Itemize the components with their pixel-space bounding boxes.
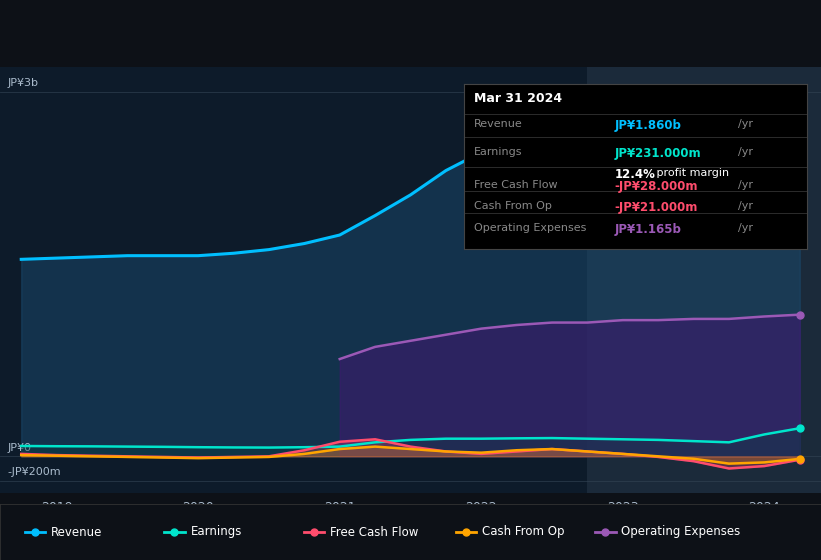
Text: Revenue: Revenue [475,119,523,129]
Text: /yr: /yr [738,119,754,129]
Text: -JP¥200m: -JP¥200m [7,467,61,477]
Text: /yr: /yr [738,201,754,211]
Text: /yr: /yr [738,180,754,190]
Text: JP¥231.000m: JP¥231.000m [615,147,701,160]
Text: Operating Expenses: Operating Expenses [475,223,586,233]
Text: profit margin: profit margin [653,168,729,178]
Text: JP¥1.165b: JP¥1.165b [615,223,681,236]
Bar [588,67,821,493]
Text: Free Cash Flow: Free Cash Flow [330,525,419,539]
Text: Earnings: Earnings [190,525,242,539]
Text: Mar 31 2024: Mar 31 2024 [475,92,562,105]
Text: Earnings: Earnings [475,147,523,157]
Text: JP¥1.860b: JP¥1.860b [615,119,681,132]
Text: /yr: /yr [738,147,754,157]
Text: JP¥3b: JP¥3b [7,78,38,88]
Text: -JP¥21.000m: -JP¥21.000m [615,201,698,214]
Text: Cash From Op: Cash From Op [475,201,552,211]
Text: Free Cash Flow: Free Cash Flow [475,180,557,190]
Text: Cash From Op: Cash From Op [482,525,564,539]
Text: 12.4%: 12.4% [615,168,656,181]
Text: Revenue: Revenue [51,525,103,539]
Text: /yr: /yr [738,223,754,233]
Text: JP¥0: JP¥0 [7,442,31,452]
Text: Operating Expenses: Operating Expenses [621,525,741,539]
Text: -JP¥28.000m: -JP¥28.000m [615,180,699,193]
